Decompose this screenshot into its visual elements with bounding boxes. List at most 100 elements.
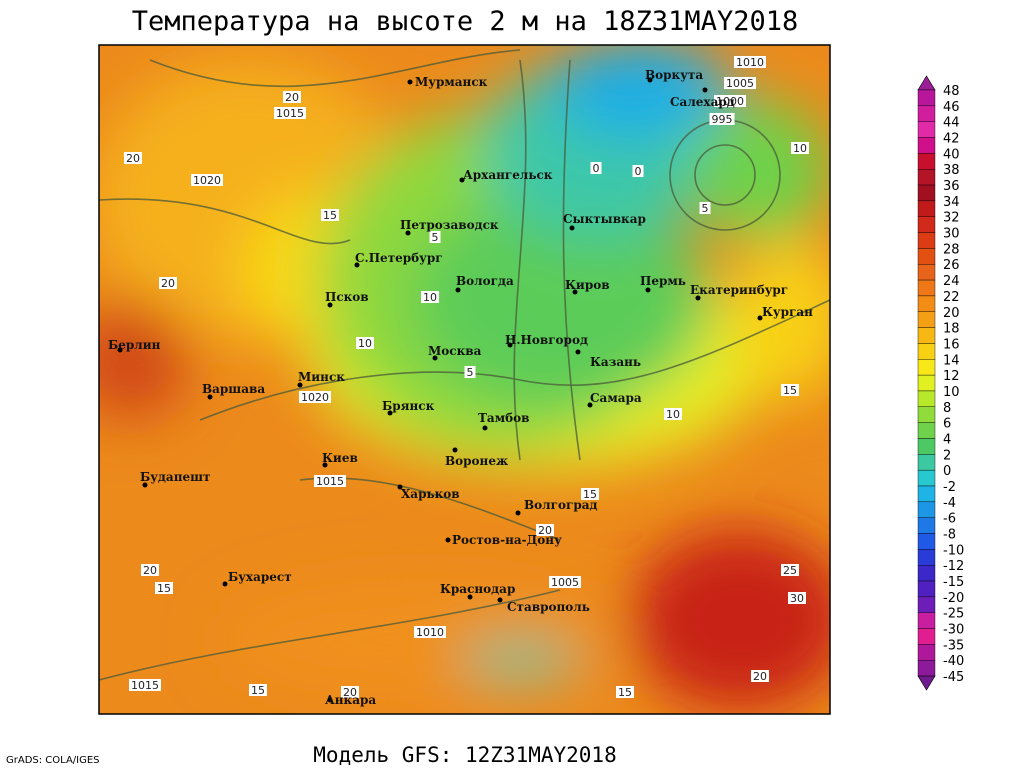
city-label: Архангельск: [463, 168, 553, 182]
city-dot: [587, 402, 593, 408]
colorbar-label: 4: [943, 432, 951, 447]
colorbar-band: [917, 454, 936, 471]
contour-label-box: [429, 231, 441, 243]
city-label: Брянск: [382, 399, 435, 413]
city-label: Варшава: [202, 382, 265, 396]
city-dot: [702, 87, 708, 93]
contour-label-box: [724, 77, 756, 89]
colorbar-label: 20: [943, 306, 960, 321]
colorbar-label: 18: [943, 322, 960, 337]
city-dot: [142, 482, 148, 488]
colorbar-label: 12: [943, 369, 960, 384]
contour-label: 15: [618, 686, 632, 699]
colorbar-label: -6: [943, 512, 956, 527]
colorbar-band: [917, 343, 936, 360]
contour-label-box: [734, 56, 766, 68]
colorbar-band: [917, 137, 936, 154]
colorbar-band: [917, 580, 936, 598]
colorbar-band: [917, 469, 936, 487]
colorbar-band: [917, 121, 936, 138]
city-label: Петрозаводск: [400, 218, 499, 232]
contour-label-box: [341, 686, 359, 698]
contour-label-box: [788, 592, 806, 604]
colorbar-label: 34: [943, 195, 960, 210]
city-label: Будапешт: [140, 470, 210, 484]
colorbar-band: [917, 374, 936, 392]
contour-label: 20: [285, 91, 299, 104]
contour-label: 20: [343, 686, 357, 699]
colorbar-band: [917, 168, 936, 186]
city-label: Берлин: [108, 338, 161, 352]
colorbar-band: [917, 232, 936, 249]
colorbar-label: 38: [943, 163, 960, 178]
contour-label: 5: [702, 202, 709, 215]
contour-label: 10: [358, 337, 372, 350]
colorbar-band: [917, 248, 936, 265]
city-dot: [407, 79, 413, 85]
contour-label-box: [664, 408, 682, 420]
contour-label-box: [632, 165, 644, 177]
contour-label: 5: [467, 366, 474, 379]
city-label: Салехард: [670, 95, 735, 109]
colorbar-band: [917, 517, 936, 534]
contour-label: 1015: [131, 679, 159, 692]
colorbar-band: [917, 628, 936, 645]
city-label: Минск: [298, 370, 345, 384]
colorbar: 4846444240383634323028262422201816141210…: [917, 75, 964, 691]
colorbar-label: -8: [943, 528, 956, 543]
city-label: Мурманск: [415, 75, 488, 89]
contour-label: 15: [323, 209, 337, 222]
colorbar-label: -12: [943, 559, 964, 574]
city-label: Харьков: [401, 487, 460, 501]
colorbar-label: 48: [943, 84, 960, 99]
city-dot: [405, 230, 411, 236]
colorbar-band: [917, 485, 936, 503]
colorbar-label: 42: [943, 132, 960, 147]
city-dot: [572, 289, 578, 295]
colorbar-band: [917, 660, 936, 677]
contour-label-box: [464, 366, 476, 378]
city-label: Казань: [590, 355, 641, 369]
colorbar-cap: [917, 75, 936, 91]
colorbar-band: [917, 501, 936, 518]
city-label: Сыктывкар: [563, 212, 646, 226]
contour-label: 10: [793, 142, 807, 155]
colorbar-label: 32: [943, 211, 960, 226]
city-label: Анкара: [325, 693, 376, 707]
city-label: Воркута: [645, 68, 703, 82]
colorbar-label: 10: [943, 385, 960, 400]
contour-label-box: [321, 209, 339, 221]
contour-label-box: [421, 291, 439, 303]
city-dot: [497, 597, 503, 603]
contour-label: 1020: [301, 391, 329, 404]
contour-label: 0: [635, 165, 642, 178]
city-label: Воронеж: [445, 454, 508, 468]
contour-label: 1020: [193, 174, 221, 187]
city-label: Ставрополь: [507, 600, 590, 614]
colorbar-band: [917, 89, 936, 107]
contour-label-box: [751, 670, 769, 682]
contour-label-box: [781, 564, 799, 576]
city-dot: [695, 295, 701, 301]
contour-label-box: [129, 679, 161, 691]
contour-label: 25: [783, 564, 797, 577]
cities: Мурманск Воркута Салехард Архангельск Петроз…: [108, 68, 813, 707]
colorbar-band: [917, 390, 936, 407]
colorbar-band: [917, 612, 936, 629]
contour-label: 1015: [276, 107, 304, 120]
colorbar-label: -15: [943, 575, 964, 590]
colorbar-band: [917, 565, 936, 582]
city-label: Краснодар: [440, 582, 515, 596]
contour-label: 20: [753, 670, 767, 683]
city-label: Вологда: [456, 274, 514, 288]
contour-label: 30: [790, 592, 804, 605]
colorbar-band: [917, 359, 936, 376]
city-label: Москва: [428, 344, 482, 358]
contour-label-box: [314, 475, 346, 487]
city-dot: [482, 425, 488, 431]
city-label: Пермь: [640, 274, 686, 288]
colorbar-band: [917, 327, 936, 344]
city-dot: [322, 462, 328, 468]
contour-label: 10: [423, 291, 437, 304]
